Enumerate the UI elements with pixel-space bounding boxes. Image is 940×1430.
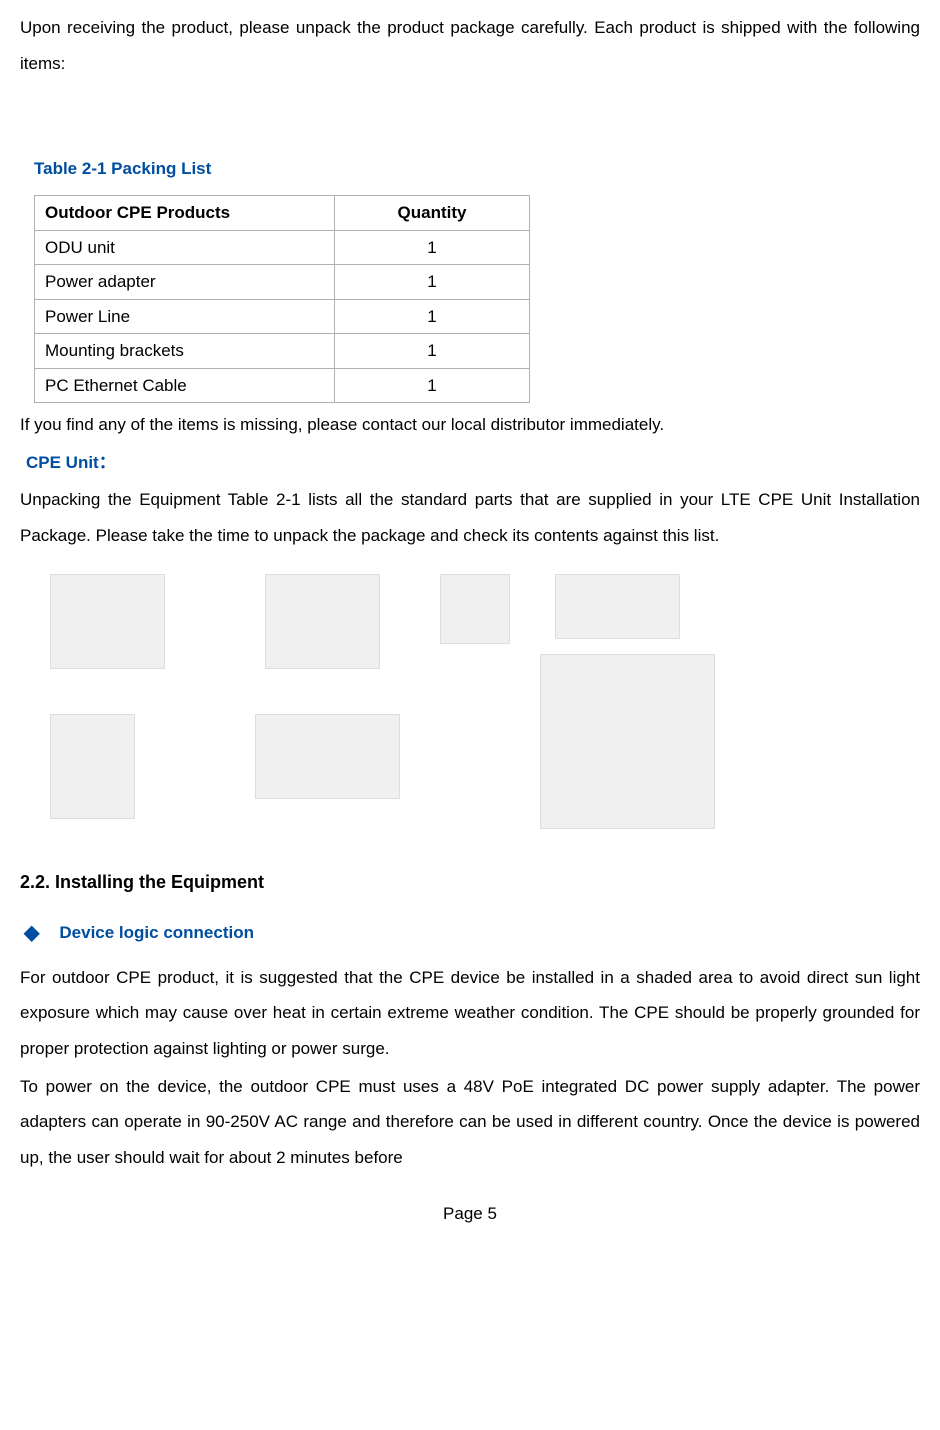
table-caption: Table 2-1 Packing List xyxy=(34,151,920,187)
odu-unit-image xyxy=(540,654,715,829)
body-paragraph-1: For outdoor CPE product, it is suggested… xyxy=(20,960,920,1067)
table-cell-qty: 1 xyxy=(335,368,530,403)
table-row: Mounting brackets 1 xyxy=(35,334,530,369)
diamond-bullet-icon: ◆ xyxy=(24,912,39,954)
table-row: Power Line 1 xyxy=(35,299,530,334)
table-row: Power adapter 1 xyxy=(35,265,530,300)
table-header-product: Outdoor CPE Products xyxy=(35,196,335,231)
screws-image xyxy=(440,574,510,644)
subsection-heading: ◆ Device logic connection xyxy=(20,912,920,954)
table-cell-qty: 1 xyxy=(335,265,530,300)
cpe-unit-heading: CPE Unit： xyxy=(26,445,920,481)
table-header-qty: Quantity xyxy=(335,196,530,231)
after-table-text: If you find any of the items is missing,… xyxy=(20,407,920,443)
cpe-unit-text: Unpacking the Equipment Table 2-1 lists … xyxy=(20,482,920,553)
subsection-heading-label: Device logic connection xyxy=(59,915,254,951)
table-row: ODU unit 1 xyxy=(35,230,530,265)
table-row: PC Ethernet Cable 1 xyxy=(35,368,530,403)
table-cell-product: Power Line xyxy=(35,299,335,334)
mounting-bracket-image xyxy=(50,574,165,669)
packing-list-table: Outdoor CPE Products Quantity ODU unit 1… xyxy=(34,195,530,403)
page-number: Page 5 xyxy=(20,1196,920,1232)
section-heading: 2.2. Installing the Equipment xyxy=(20,864,920,902)
table-cell-product: Mounting brackets xyxy=(35,334,335,369)
power-adapter-image xyxy=(50,714,135,819)
table-cell-qty: 1 xyxy=(335,230,530,265)
body-paragraph-2: To power on the device, the outdoor CPE … xyxy=(20,1069,920,1176)
product-images-area xyxy=(50,574,920,834)
power-line-image xyxy=(255,714,400,799)
intro-paragraph: Upon receiving the product, please unpac… xyxy=(20,10,920,81)
table-cell-product: Power adapter xyxy=(35,265,335,300)
ethernet-cable-image xyxy=(555,574,680,639)
table-cell-qty: 1 xyxy=(335,299,530,334)
table-cell-product: PC Ethernet Cable xyxy=(35,368,335,403)
table-header-row: Outdoor CPE Products Quantity xyxy=(35,196,530,231)
table-cell-product: ODU unit xyxy=(35,230,335,265)
bracket-plate-image xyxy=(265,574,380,669)
table-cell-qty: 1 xyxy=(335,334,530,369)
